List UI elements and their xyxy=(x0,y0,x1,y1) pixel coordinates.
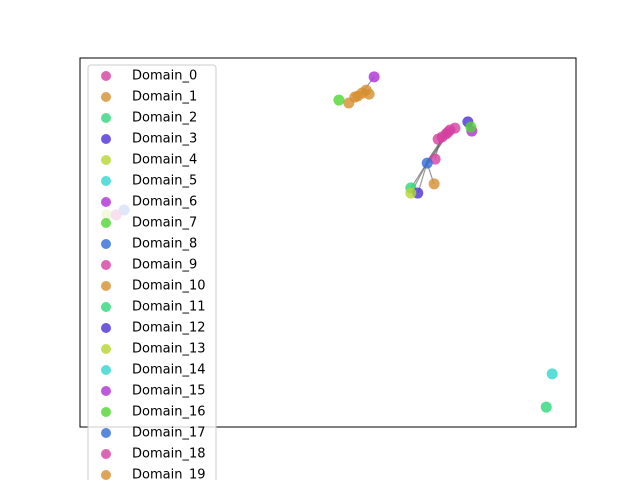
legend-marker xyxy=(101,365,111,375)
legend-marker xyxy=(101,344,111,354)
node xyxy=(363,88,375,100)
legend-label: Domain_17 xyxy=(132,426,206,441)
legend-label: Domain_3 xyxy=(132,132,197,147)
legend-label: Domain_4 xyxy=(132,153,197,168)
legend-label: Domain_12 xyxy=(132,321,206,336)
legend-marker xyxy=(101,470,111,480)
legend-label: Domain_18 xyxy=(132,447,206,462)
legend-label: Domain_19 xyxy=(132,468,206,480)
legend-label: Domain_1 xyxy=(132,90,197,105)
legend-box xyxy=(87,64,217,480)
node xyxy=(465,121,477,133)
legend-label: Domain_10 xyxy=(132,279,206,294)
legend-marker xyxy=(101,113,111,123)
legend-marker xyxy=(101,218,111,228)
legend-label: Domain_7 xyxy=(132,216,197,231)
legend-marker xyxy=(101,92,111,102)
node xyxy=(546,368,558,380)
node xyxy=(421,157,433,169)
node xyxy=(428,178,440,190)
legend-marker xyxy=(101,449,111,459)
node xyxy=(343,97,355,109)
legend-label: Domain_6 xyxy=(132,195,197,210)
legend-marker xyxy=(101,428,111,438)
node xyxy=(333,94,345,106)
node xyxy=(432,133,444,145)
legend-marker xyxy=(101,197,111,207)
legend-label: Domain_5 xyxy=(132,174,197,189)
legend-label: Domain_14 xyxy=(132,363,206,378)
legend-marker xyxy=(101,323,111,333)
legend: Domain_0 Domain_1 Domain_2 Domain_3 Domain_4… xyxy=(87,64,217,480)
legend-label: Domain_11 xyxy=(132,300,206,315)
legend-marker xyxy=(101,239,111,249)
legend-marker xyxy=(101,407,111,417)
legend-label: Domain_9 xyxy=(132,258,197,273)
legend-marker xyxy=(101,386,111,396)
legend-label: Domain_16 xyxy=(132,405,206,420)
node xyxy=(540,401,552,413)
legend-label: Domain_13 xyxy=(132,342,206,357)
legend-label: Domain_2 xyxy=(132,111,197,126)
legend-marker xyxy=(101,71,111,81)
plot-frame xyxy=(79,57,577,428)
legend-marker xyxy=(101,260,111,270)
legend-marker xyxy=(101,302,111,312)
legend-marker xyxy=(101,281,111,291)
legend-marker xyxy=(101,176,111,186)
node xyxy=(405,187,417,199)
legend-marker xyxy=(101,155,111,165)
legend-label: Domain_15 xyxy=(132,384,206,399)
node xyxy=(440,128,452,140)
node xyxy=(368,71,380,83)
legend-marker xyxy=(101,134,111,144)
legend-label: Domain_0 xyxy=(132,69,197,84)
legend-label: Domain_8 xyxy=(132,237,197,252)
